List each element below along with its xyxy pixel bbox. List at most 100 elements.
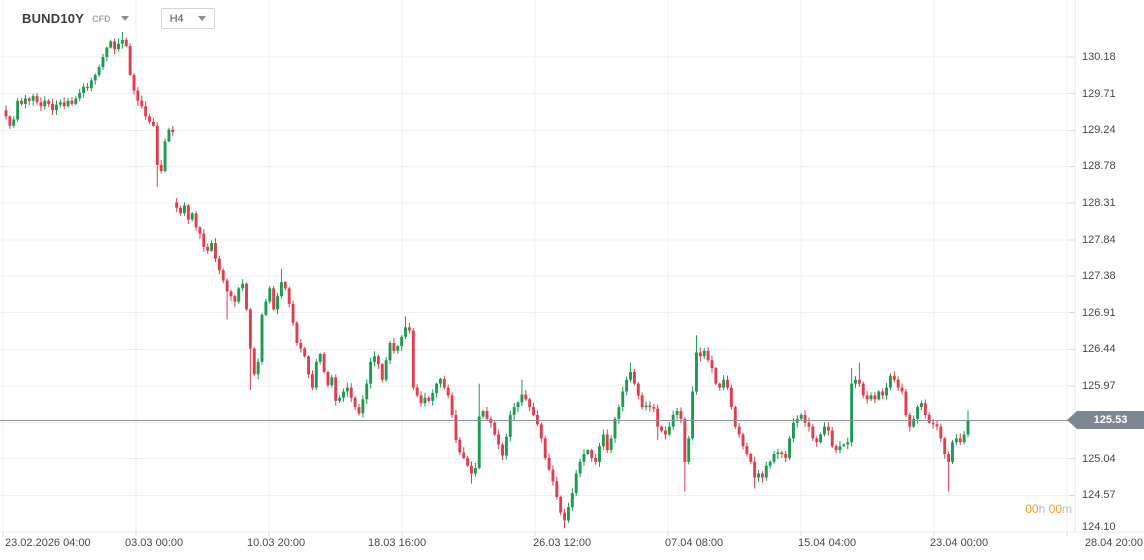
candle-body <box>939 426 943 439</box>
candle-body <box>966 420 970 435</box>
candle-body <box>396 346 400 351</box>
y-axis-label: 125.97 <box>1082 380 1116 392</box>
candle-body <box>935 424 939 427</box>
candle-body <box>256 361 260 375</box>
candle-body <box>927 414 931 423</box>
candle-body <box>43 100 47 107</box>
candle-body <box>555 481 559 497</box>
candle-body <box>745 446 749 455</box>
candle-body <box>931 422 935 425</box>
y-axis-label: 128.78 <box>1082 160 1116 173</box>
candle-body <box>82 86 86 93</box>
candle-body <box>109 41 113 48</box>
current-price-badge: 125.53 <box>1067 411 1144 430</box>
candle-body <box>342 391 345 398</box>
candle-body <box>202 233 206 247</box>
candle-body <box>151 121 155 126</box>
candle-body <box>861 383 865 396</box>
candle-body <box>349 387 353 398</box>
candle-body <box>823 426 826 435</box>
instrument-type-label: CFD <box>92 13 111 24</box>
candle-body <box>501 444 504 456</box>
candle-body <box>784 454 788 458</box>
candle-body <box>574 473 578 494</box>
candle-body <box>516 402 520 408</box>
timeframe-dropdown-caret-icon <box>197 16 206 21</box>
candle-body <box>51 103 54 111</box>
candle-body <box>78 92 82 99</box>
candle-body <box>97 67 101 75</box>
candle-body <box>539 424 543 439</box>
candle-body <box>225 280 229 292</box>
candle-body <box>598 446 601 462</box>
candle-body <box>729 387 733 408</box>
candle-body <box>551 469 555 482</box>
candle-body <box>601 434 605 447</box>
candle-body <box>217 258 221 271</box>
candle-body <box>415 387 419 396</box>
candle-body <box>120 39 124 44</box>
candle-body <box>962 434 966 443</box>
candle-body <box>16 100 20 120</box>
timeframe-value: H4 <box>169 12 184 25</box>
candle-body <box>303 348 307 357</box>
candle-body <box>799 414 803 419</box>
candle-body <box>698 352 702 357</box>
candle-body <box>958 438 962 443</box>
candle-body <box>481 411 485 417</box>
candle-body <box>764 465 768 478</box>
candle-body <box>687 438 691 462</box>
candle-body <box>144 106 148 117</box>
candle-body <box>20 100 23 104</box>
candle-body <box>706 350 710 361</box>
y-axis-label: 129.24 <box>1082 124 1116 137</box>
candle-body <box>70 100 74 104</box>
candle-body <box>570 493 574 508</box>
candle-body <box>400 336 404 347</box>
candle-body <box>504 436 508 456</box>
candle-body <box>435 383 439 394</box>
candle-body <box>873 395 877 400</box>
candle-body <box>132 74 136 91</box>
candle-body <box>272 288 276 310</box>
candle-body <box>683 418 687 462</box>
candle-body <box>54 104 58 111</box>
x-axis-label: 26.03 12:00 <box>533 537 592 549</box>
candle-body <box>667 426 671 435</box>
candle-body <box>811 426 815 439</box>
candle-body <box>86 86 89 89</box>
candle-body <box>865 395 869 400</box>
candle-body <box>155 125 159 165</box>
candle-body <box>206 246 210 251</box>
candle-body <box>167 129 171 142</box>
candle-body <box>310 374 314 388</box>
candle-body <box>470 465 473 474</box>
y-axis-label: 124.10 <box>1082 521 1116 534</box>
candle-body <box>291 303 295 323</box>
candle-body <box>39 102 43 107</box>
y-axis-label: 130.18 <box>1082 51 1116 63</box>
candle-body <box>679 411 683 419</box>
symbol-name[interactable]: BUND10Y <box>22 11 85 26</box>
candle-body <box>66 100 70 107</box>
candle-body <box>128 46 132 75</box>
candle-body <box>916 407 920 419</box>
candle-body <box>920 403 923 408</box>
candle-body <box>768 461 772 466</box>
candle-body <box>361 399 365 414</box>
candle-body <box>376 356 380 365</box>
candle-body <box>380 364 384 380</box>
candle-body <box>101 57 105 68</box>
candle-body <box>788 438 792 458</box>
timeframe-select[interactable]: H4 <box>160 8 215 29</box>
candle-body <box>896 379 900 388</box>
y-axis-label: 124.57 <box>1082 489 1116 502</box>
candle-body <box>454 414 458 440</box>
symbol-dropdown-caret-icon[interactable] <box>120 16 129 21</box>
candle-body <box>838 446 842 451</box>
candle-body <box>338 397 342 401</box>
candle-body <box>543 438 547 458</box>
x-axis-label: 07.04 08:00 <box>665 537 724 549</box>
candle-body <box>493 422 497 435</box>
